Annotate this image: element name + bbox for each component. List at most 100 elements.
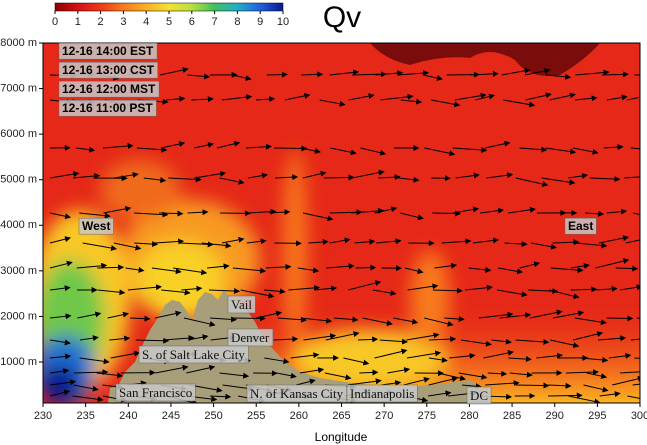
wind-arrow (49, 260, 73, 269)
x-tick-label: 260 (290, 410, 308, 422)
wind-arrow (79, 357, 110, 365)
wind-arrow (347, 378, 382, 386)
wind-arrow (247, 208, 277, 215)
wind-arrow (277, 316, 307, 323)
wind-arrow (572, 331, 604, 341)
x-tick-label: 265 (332, 410, 350, 422)
x-tick-label: 230 (34, 410, 52, 422)
wind-arrow (49, 368, 70, 375)
wind-arrow (606, 94, 628, 101)
wind-arrow (110, 350, 141, 359)
wind-arrow (498, 267, 524, 275)
wind-arrow (372, 289, 397, 296)
colorbar-tick-label: 0 (52, 16, 58, 28)
wind-arrow (263, 288, 286, 295)
wind-arrow (603, 144, 624, 151)
wind-arrow (624, 176, 640, 179)
wind-arrow (529, 309, 563, 319)
wind-arrow (486, 172, 514, 179)
wind-arrow (379, 338, 409, 345)
place-label-box (138, 345, 249, 364)
wind-arrow (575, 69, 610, 76)
wind-arrow (49, 171, 80, 179)
wind-arrow (525, 92, 552, 101)
wind-arrow (504, 240, 528, 247)
wind-arrow (135, 337, 170, 344)
wind-arrow (545, 147, 577, 155)
wind-arrow (387, 367, 411, 374)
place-label-box (246, 384, 347, 403)
wind-arrow (191, 96, 214, 103)
wind-arrow (606, 208, 628, 215)
wind-arrow (247, 172, 268, 179)
wind-arrow (151, 267, 182, 275)
x-tick-label: 235 (76, 410, 94, 422)
wind-arrow (424, 317, 454, 327)
wind-arrow (615, 265, 639, 272)
wind-arrow (589, 176, 621, 183)
region-label-box (564, 217, 597, 235)
wind-arrow (187, 334, 209, 341)
wind-arrow (429, 336, 457, 343)
wind-arrow (351, 169, 385, 179)
wind-arrow (168, 176, 202, 183)
wind-arrow (79, 212, 111, 219)
wind-arrow (347, 280, 382, 291)
wind-arrow (333, 316, 359, 323)
wind-arrow (207, 263, 230, 270)
x-tick-label: 290 (546, 410, 564, 422)
wind-arrow (548, 382, 572, 389)
time-label: 12-16 13:00 CST (62, 63, 155, 77)
terrain (108, 290, 490, 403)
wind-arrow (49, 236, 72, 244)
wind-arrow (173, 267, 208, 276)
wind-arrow (240, 289, 275, 299)
place-label: San Francisco (119, 385, 192, 400)
wind-arrow (166, 95, 186, 102)
wind-arrow (378, 174, 401, 181)
wind-arrow (296, 378, 316, 386)
wind-arrow (49, 389, 71, 397)
wind-arrow (620, 284, 640, 291)
wind-arrow (49, 379, 77, 386)
y-tick-label: 7000 m (0, 82, 37, 94)
wind-arrow (472, 237, 500, 244)
wind-arrow (155, 364, 189, 374)
x-tick-label: 300 (631, 410, 647, 422)
place-label-box (227, 295, 256, 314)
wind-arrow (297, 267, 320, 274)
wind-arrow (630, 147, 640, 150)
wind-arrow (245, 143, 272, 150)
wind-arrow (221, 236, 245, 244)
colorbar-tick-label: 6 (189, 16, 195, 28)
wind-arrow (326, 263, 355, 270)
wind-arrow (299, 367, 325, 374)
y-tick-label: 4000 m (0, 219, 37, 231)
wind-arrow (359, 369, 379, 376)
region-label-box (78, 217, 114, 235)
x-tick-label: 275 (418, 410, 436, 422)
wind-arrow (423, 74, 443, 81)
wind-arrow (599, 391, 621, 398)
wind-arrow (330, 147, 357, 156)
wind-arrow (276, 372, 297, 379)
wind-arrow (79, 335, 99, 342)
wind-arrow (406, 332, 440, 341)
wind-arrow (580, 356, 609, 363)
wind-arrow (570, 262, 590, 269)
wind-arrow (478, 311, 514, 319)
wind-arrow (136, 146, 168, 153)
wind-arrow (399, 212, 424, 221)
place-label-box (227, 328, 274, 347)
wind-arrow (572, 147, 599, 155)
wind-arrow (143, 177, 167, 183)
wind-arrow (49, 339, 71, 346)
wind-arrow (76, 262, 108, 269)
wind-arrow (107, 311, 129, 319)
x-tick-label: 280 (460, 410, 478, 422)
wind-arrow (619, 371, 640, 374)
wind-arrow (290, 352, 320, 359)
wind-arrow (221, 94, 253, 101)
wind-arrow (97, 264, 125, 271)
wind-arrow (324, 372, 352, 381)
